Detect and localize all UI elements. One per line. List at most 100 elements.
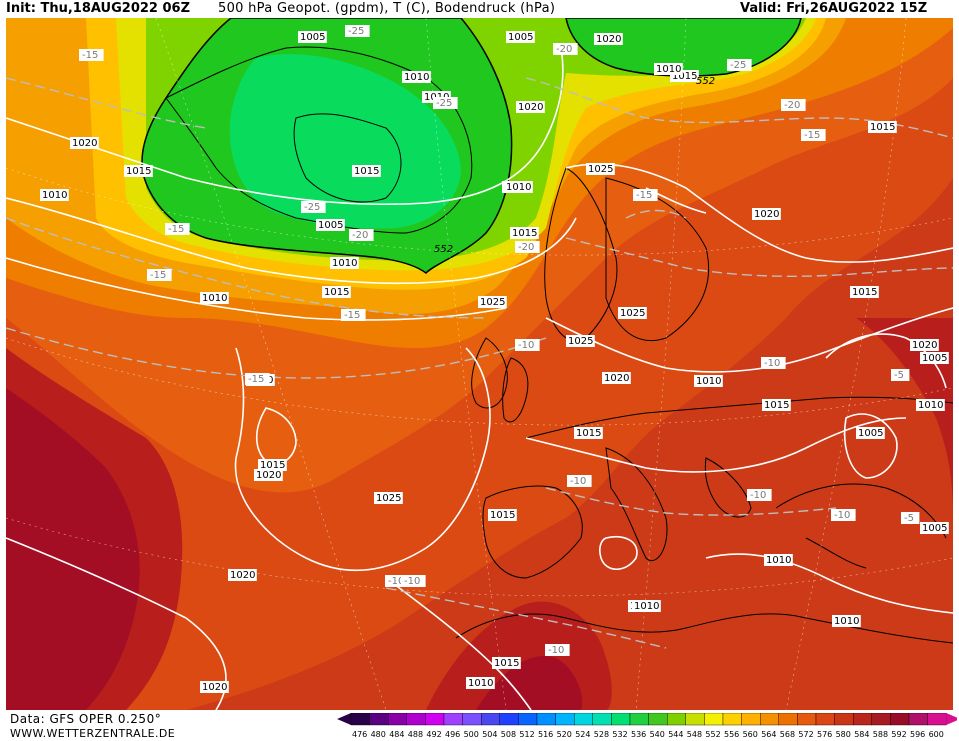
valid-time: Valid: Fri,26AUG2022 15Z <box>740 1 928 16</box>
isobar-label: 1020 <box>594 33 623 45</box>
scale-swatch <box>667 713 687 726</box>
geop-552-label: 552 <box>434 244 453 255</box>
svg-text:1020: 1020 <box>256 470 281 481</box>
isotherm-label: -10 <box>761 357 786 369</box>
svg-text:-10: -10 <box>404 576 420 587</box>
isobar-label: 1020 <box>752 208 781 220</box>
geop-552-label-north: 552 <box>696 76 715 87</box>
scale-tick-label: 524 <box>575 730 590 739</box>
weather-map[interactable]: 1005 1010 1010 1015 1015 1020 1010 1015 1020 1010… <box>6 18 953 710</box>
isotherm-label: -10 <box>831 509 856 521</box>
scale-swatch <box>908 713 928 726</box>
isotherm-label: -15 <box>801 129 826 141</box>
isotherm-label: -15 <box>165 223 190 235</box>
scale-swatch <box>648 713 668 726</box>
isobar-label: 1015 <box>762 399 791 411</box>
svg-text:1010: 1010 <box>332 258 357 269</box>
svg-text:1015: 1015 <box>870 122 895 133</box>
scale-tick-label: 540 <box>650 730 665 739</box>
scale-swatch <box>443 713 463 726</box>
svg-text:1020: 1020 <box>912 340 937 351</box>
svg-text:1020: 1020 <box>518 102 543 113</box>
scale-tick-label: 520 <box>557 730 572 739</box>
svg-text:1015: 1015 <box>576 428 601 439</box>
svg-text:-10: -10 <box>764 358 780 369</box>
isobar-label: 1010 <box>200 292 229 304</box>
isobar-label: 1020 <box>200 681 229 693</box>
svg-text:-15: -15 <box>168 224 184 235</box>
isobar-label: 1015 <box>492 657 521 669</box>
svg-text:1005: 1005 <box>922 353 947 364</box>
scale-swatch <box>629 713 649 726</box>
isobar-label: 1015 <box>124 165 153 177</box>
scale-swatch <box>890 713 910 726</box>
scale-tick-label: 544 <box>668 730 683 739</box>
scale-tick-label: 536 <box>631 730 646 739</box>
scale-tick-label: 556 <box>724 730 739 739</box>
svg-text:-20: -20 <box>518 242 534 253</box>
svg-text:1020: 1020 <box>604 373 629 384</box>
svg-text:-15: -15 <box>636 190 652 201</box>
svg-text:1015: 1015 <box>354 166 379 177</box>
scale-tick-label: 596 <box>910 730 925 739</box>
scale-tick-label: 508 <box>501 730 516 739</box>
svg-text:-25: -25 <box>304 202 320 213</box>
svg-text:1020: 1020 <box>230 570 255 581</box>
isobar-label: 1005 <box>920 522 949 534</box>
scale-swatch <box>834 713 854 726</box>
svg-text:1005: 1005 <box>858 428 883 439</box>
scale-swatch <box>592 713 612 726</box>
scale-tick-label: 496 <box>445 730 460 739</box>
isotherm-label: -25 <box>301 201 326 213</box>
scale-swatch <box>815 713 835 726</box>
svg-text:1015: 1015 <box>512 228 537 239</box>
isotherm-label: -15 <box>245 373 270 385</box>
isotherm-label: -10 <box>747 489 772 501</box>
isotherm-label: -15 <box>341 309 366 321</box>
svg-text:1015: 1015 <box>852 287 877 298</box>
scale-swatch <box>927 713 947 726</box>
scale-tick-label: 568 <box>780 730 795 739</box>
isotherm-label: -5 <box>901 512 920 524</box>
svg-text:-25: -25 <box>348 26 364 37</box>
scale-swatch <box>406 713 426 726</box>
scale-right-arrow <box>946 713 957 725</box>
scale-tick-label: 480 <box>371 730 386 739</box>
svg-text:1015: 1015 <box>126 166 151 177</box>
scale-tick-label: 504 <box>482 730 497 739</box>
svg-text:-15: -15 <box>344 310 360 321</box>
svg-text:1015: 1015 <box>324 287 349 298</box>
isobar-label: 1010 <box>832 615 861 627</box>
isobar-label: 1020 <box>254 469 283 481</box>
isotherm-label: -25 <box>345 25 370 37</box>
init-time: Init: Thu,18AUG2022 06Z <box>6 1 191 16</box>
svg-text:-15: -15 <box>82 50 98 61</box>
isobars <box>6 47 953 710</box>
svg-text:1010: 1010 <box>202 293 227 304</box>
svg-text:-10: -10 <box>518 340 534 351</box>
scale-tick-label: 500 <box>464 730 479 739</box>
scale-swatch <box>369 713 389 726</box>
scale-tick-label: 584 <box>854 730 869 739</box>
geop-fill-592 <box>6 388 140 710</box>
isotherm-label: -20 <box>349 229 374 241</box>
scale-swatch <box>350 713 370 726</box>
svg-text:-10: -10 <box>548 645 564 656</box>
isobar-label: 1010 <box>916 399 945 411</box>
map-title: 500 hPa Geopot. (gpdm), T (C), Bodendruc… <box>218 1 556 16</box>
isotherm-label: -15 <box>79 49 104 61</box>
isobar-label: 1010 <box>694 375 723 387</box>
scale-swatch <box>853 713 873 726</box>
isotherm-label: -20 <box>781 99 806 111</box>
isotherm-label: -15 <box>147 269 172 281</box>
scale-swatch <box>462 713 482 726</box>
svg-text:1015: 1015 <box>764 400 789 411</box>
svg-text:1010: 1010 <box>468 678 493 689</box>
scale-swatch <box>778 713 798 726</box>
isobar-label: 1010 <box>504 181 533 193</box>
scale-swatch <box>611 713 631 726</box>
svg-text:-25: -25 <box>436 98 452 109</box>
svg-text:-5: -5 <box>894 370 904 381</box>
scale-swatch <box>704 713 724 726</box>
svg-text:1010: 1010 <box>918 400 943 411</box>
